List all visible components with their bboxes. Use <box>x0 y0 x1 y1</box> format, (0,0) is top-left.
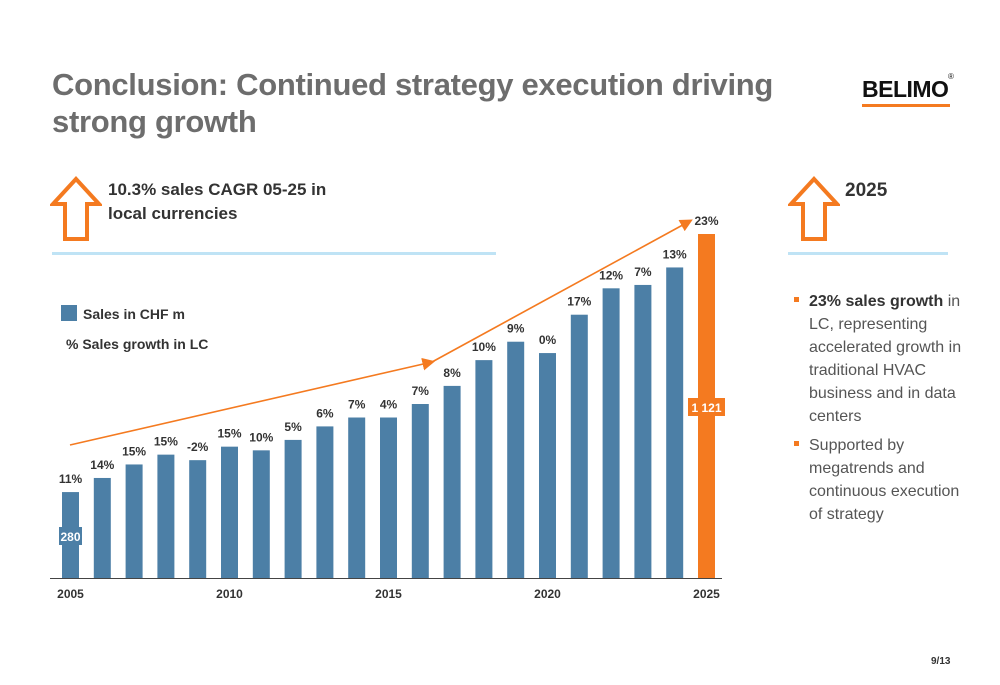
bar-2012 <box>284 439 302 578</box>
growth-label-2024: 13% <box>663 247 687 261</box>
bar-2024 <box>666 267 684 578</box>
bar-2018 <box>475 360 493 578</box>
growth-label-2011: 10% <box>249 430 273 444</box>
logo-text: BELIMO <box>862 76 949 102</box>
bar-2022 <box>602 288 620 578</box>
bar-2015 <box>380 417 397 578</box>
trend-arrow-1 <box>69 357 436 446</box>
up-arrow-icon <box>50 176 102 241</box>
bar-2008 <box>157 454 175 578</box>
bullet-item: Supported by megatrends and continuous e… <box>792 434 972 526</box>
growth-label-2022: 12% <box>599 268 623 282</box>
value-label-first: 280 <box>60 530 80 544</box>
up-arrow-icon-right <box>788 176 840 241</box>
x-tick-2010: 2010 <box>216 587 243 601</box>
growth-label-2017: 8% <box>443 366 461 380</box>
growth-label-2020: 0% <box>539 333 557 347</box>
growth-label-2006: 14% <box>90 458 114 472</box>
value-label-bg-first <box>59 527 82 545</box>
x-tick-2015: 2015 <box>375 587 402 601</box>
logo-underline <box>862 104 950 107</box>
callout-line-2: local currencies <box>108 204 238 223</box>
growth-label-2009: -2% <box>187 440 209 454</box>
growth-label-2005: 11% <box>59 472 83 486</box>
x-tick-2025: 2025 <box>693 587 720 601</box>
growth-label-2019: 9% <box>507 322 525 336</box>
bar-2010 <box>221 446 238 578</box>
bar-2014 <box>348 417 366 578</box>
x-tick-2020: 2020 <box>534 587 561 601</box>
growth-label-2014: 7% <box>348 398 366 412</box>
divider-right <box>788 252 948 255</box>
year-heading: 2025 <box>845 180 888 201</box>
legend-swatch-sales <box>61 305 77 321</box>
growth-label-2016: 7% <box>412 384 430 398</box>
bar-2009 <box>189 460 207 578</box>
page-title: Conclusion: Continued strategy execution… <box>52 67 774 139</box>
bar-2007 <box>125 464 143 578</box>
x-tick-2005: 2005 <box>57 587 84 601</box>
growth-label-2023: 7% <box>634 265 652 279</box>
bar-2013 <box>316 426 334 578</box>
growth-label-2025: 23% <box>694 214 718 228</box>
bullet-list: 23% sales growth in LC, representing acc… <box>792 290 972 532</box>
legend-label-growth: % Sales growth in LC <box>66 336 209 352</box>
growth-label-2008: 15% <box>154 435 178 449</box>
growth-label-2021: 17% <box>567 295 591 309</box>
bar-2016 <box>411 404 429 578</box>
bar-2011 <box>252 450 270 578</box>
growth-label-2007: 15% <box>122 444 146 458</box>
cagr-callout: 10.3% sales CAGR 05-25 in local currenci… <box>108 178 326 226</box>
bar-2019 <box>507 341 525 578</box>
bar-2020 <box>539 353 556 578</box>
registered-mark: ® <box>948 72 954 81</box>
value-label-bg-last <box>688 398 725 416</box>
growth-label-2018: 10% <box>472 340 496 354</box>
growth-label-2015: 4% <box>380 398 398 412</box>
bar-2017 <box>443 385 461 578</box>
bullet-item: 23% sales growth in LC, representing acc… <box>792 290 972 428</box>
page-number: 9/13 <box>931 656 951 667</box>
value-label-last: 1 121 <box>691 401 721 415</box>
legend-label-sales: Sales in CHF m <box>83 306 185 322</box>
trend-arrow-2 <box>431 219 693 363</box>
bar-2021 <box>570 314 588 578</box>
growth-label-2010: 15% <box>217 427 241 441</box>
belimo-logo: BELIMO ® <box>862 72 954 112</box>
bar-2023 <box>634 284 652 578</box>
divider-left <box>52 252 496 255</box>
growth-label-2013: 6% <box>316 406 334 420</box>
bar-2006 <box>93 477 111 578</box>
callout-line-1: 10.3% sales CAGR 05-25 in <box>108 180 327 199</box>
growth-label-2012: 5% <box>284 420 302 434</box>
